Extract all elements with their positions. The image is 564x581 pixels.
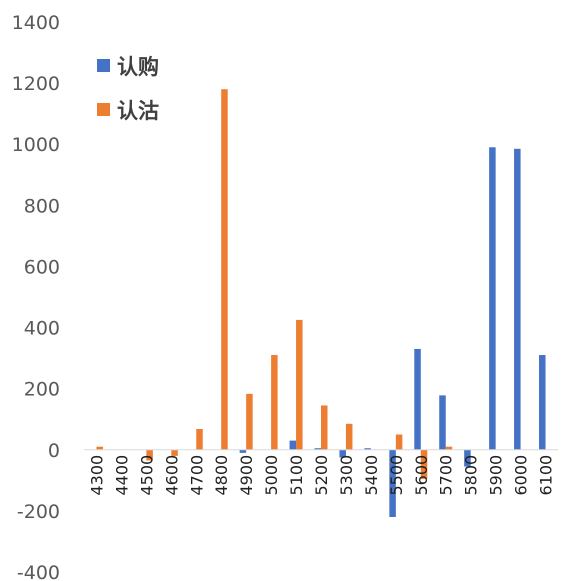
bar-put-5600 <box>420 449 428 479</box>
y-tick-label: 400 <box>24 318 60 340</box>
bar-call-5400 <box>364 448 371 450</box>
bar-call-5500 <box>389 449 396 517</box>
y-tick-label: -200 <box>17 501 60 523</box>
bar-call-5800 <box>464 449 471 467</box>
x-tick-label: 5300 <box>337 455 356 496</box>
bar-put-4300 <box>96 446 103 450</box>
x-tick-label: 5200 <box>312 455 331 496</box>
bar-put-5500 <box>395 434 403 450</box>
bar-call-5300 <box>339 449 346 458</box>
x-tick-label: 4700 <box>187 455 206 496</box>
bar-call-6100 <box>539 355 546 450</box>
bar-call-5200 <box>314 448 321 450</box>
x-tick-label: 5100 <box>287 455 306 496</box>
bar-call-4900 <box>239 449 247 453</box>
x-tick-label: 4900 <box>237 455 256 496</box>
bar-call-5100 <box>289 440 297 450</box>
bar-put-4700 <box>196 429 203 450</box>
bar-put-4500 <box>146 449 153 461</box>
x-tick-label: 6000 <box>512 455 531 496</box>
bar-put-5300 <box>345 423 353 450</box>
y-tick-label: 600 <box>24 256 60 278</box>
x-tick-label: 5700 <box>437 455 456 496</box>
x-tick-label: 5400 <box>362 455 381 496</box>
bar-put-5700 <box>445 446 453 450</box>
y-tick-label: 1400 <box>12 12 60 34</box>
legend-label-call: 认购 <box>117 55 159 79</box>
x-tick-label: 4400 <box>112 455 131 496</box>
legend-label-put: 认沽 <box>117 99 159 123</box>
x-tick-label: 6100 <box>537 455 556 496</box>
x-tick-label: 4600 <box>162 455 181 496</box>
x-tick-label: 4300 <box>87 455 106 496</box>
bar-call-6000 <box>514 148 521 450</box>
x-tick-label: 5600 <box>412 455 431 496</box>
x-tick-label: 4500 <box>137 455 156 496</box>
bars <box>96 89 546 517</box>
y-tick-label: -400 <box>17 562 60 581</box>
legend-swatch-put <box>97 103 110 116</box>
x-tick-label: 5000 <box>262 455 281 496</box>
y-tick-label: 800 <box>24 195 60 217</box>
x-tick-label: 4800 <box>212 455 231 496</box>
bar-put-5000 <box>271 355 278 450</box>
bar-put-4800 <box>221 89 228 450</box>
legend-swatch-call <box>97 59 110 72</box>
y-axis-ticks: -400 -200 0 200 400 600 800 1000 1200 1400 <box>12 12 60 581</box>
x-tick-label: 5800 <box>462 455 481 496</box>
y-tick-label: 200 <box>24 379 60 401</box>
bar-put-4900 <box>246 393 253 450</box>
bar-put-5200 <box>321 405 328 450</box>
x-tick-label: 5900 <box>487 455 506 496</box>
x-tick-label: 5500 <box>387 455 406 496</box>
bar-put-5100 <box>296 319 303 450</box>
y-tick-label: 1000 <box>12 134 60 156</box>
x-axis-ticks: 4300 4400 4500 4600 4700 4800 4900 5000 5100 5200… <box>87 455 555 496</box>
bar-put-4600 <box>171 449 178 456</box>
y-tick-label: 0 <box>48 440 60 462</box>
bar-call-5900 <box>489 147 496 450</box>
bar-call-5700 <box>439 395 446 450</box>
y-tick-label: 1200 <box>12 73 60 95</box>
bar-call-5600 <box>414 348 421 450</box>
